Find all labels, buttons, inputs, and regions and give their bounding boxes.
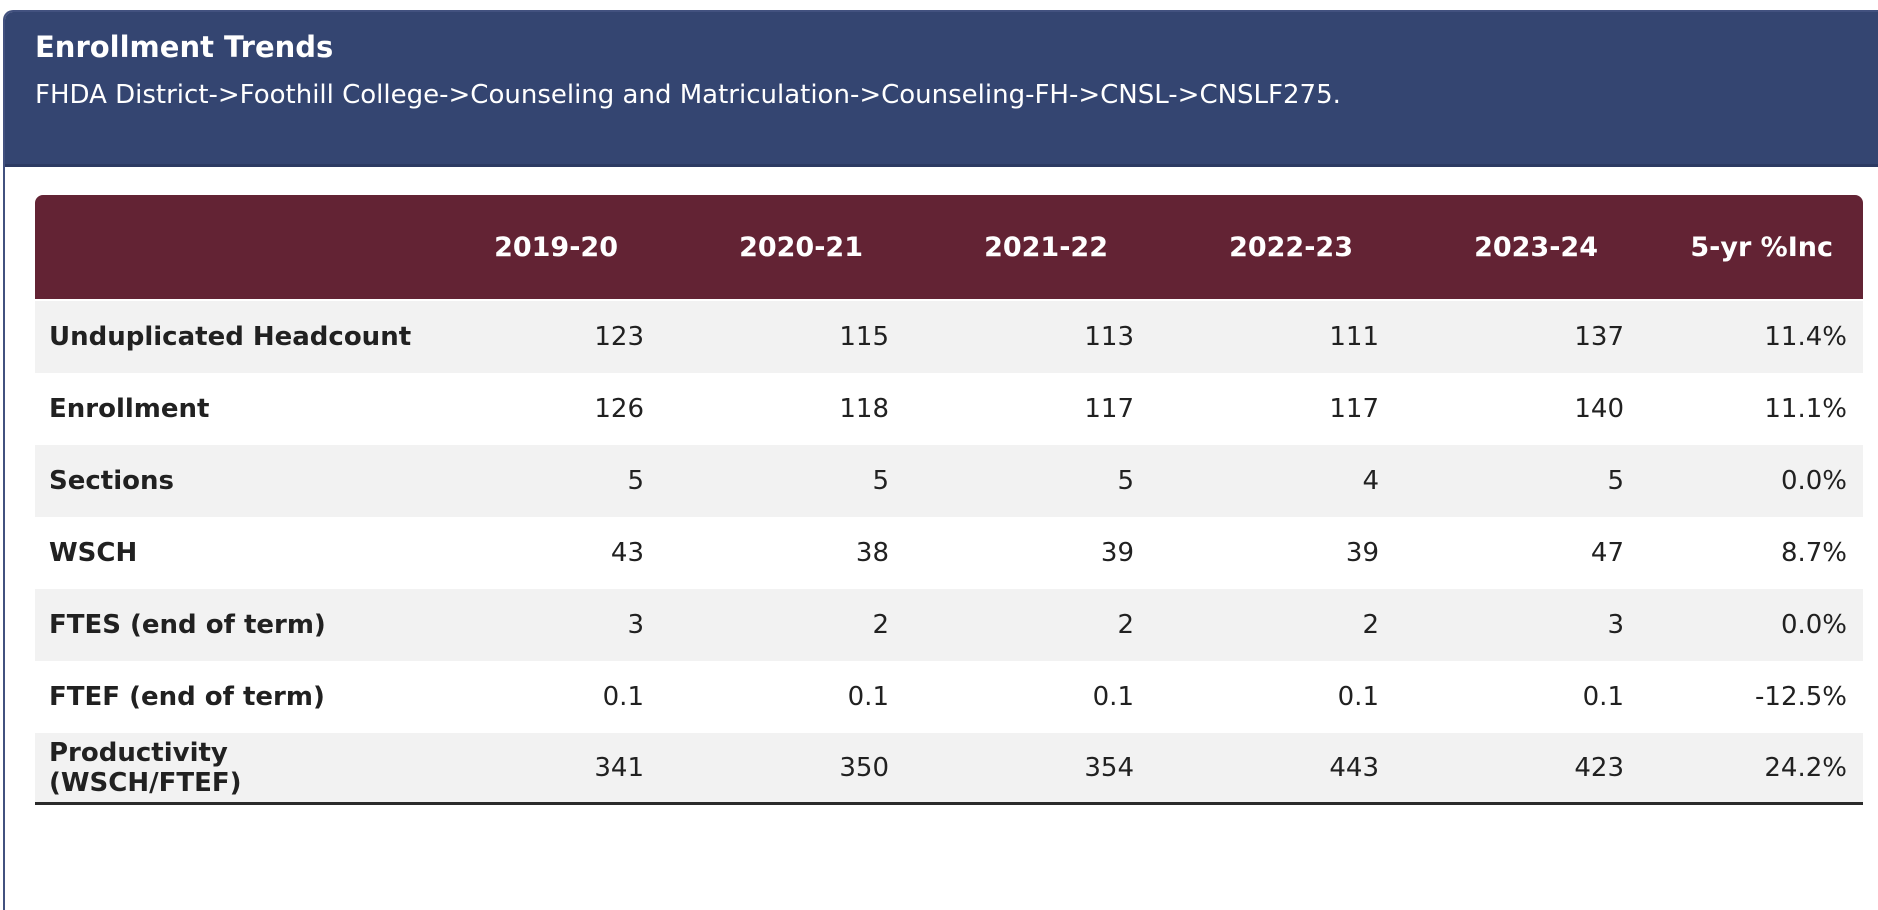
row-label: Enrollment xyxy=(35,373,415,445)
cell-value: 39 xyxy=(905,517,1150,589)
row-label: Sections xyxy=(35,445,415,517)
enrollment-trends-table: 2019-20 2020-21 2021-22 2022-23 2023-24 … xyxy=(35,195,1863,805)
cell-value: 117 xyxy=(1150,373,1395,445)
cell-value: 0.1 xyxy=(660,661,905,733)
cell-value: 3 xyxy=(1395,589,1640,661)
table-row-sections: Sections 5 5 5 4 5 0.0% xyxy=(35,445,1863,517)
row-label: Productivity (WSCH/FTEF) xyxy=(35,733,415,805)
cell-value: 118 xyxy=(660,373,905,445)
cell-value: 354 xyxy=(905,733,1150,805)
cell-value: 123 xyxy=(415,301,660,373)
table-row-ftes-end-of-term: FTES (end of term) 3 2 2 2 3 0.0% xyxy=(35,589,1863,661)
column-header-metric xyxy=(35,195,415,301)
cell-value: 341 xyxy=(415,733,660,805)
cell-value: 39 xyxy=(1150,517,1395,589)
column-header-2022-23: 2022-23 xyxy=(1150,195,1395,301)
column-header-2020-21: 2020-21 xyxy=(660,195,905,301)
cell-value: 0.1 xyxy=(415,661,660,733)
cell-value: 111 xyxy=(1150,301,1395,373)
cell-value: 423 xyxy=(1395,733,1640,805)
row-label: WSCH xyxy=(35,517,415,589)
cell-value: 117 xyxy=(905,373,1150,445)
cell-value: 38 xyxy=(660,517,905,589)
row-label: FTEF (end of term) xyxy=(35,661,415,733)
cell-value: 0.1 xyxy=(905,661,1150,733)
cell-value: 0.0% xyxy=(1640,589,1863,661)
cell-value: 4 xyxy=(1150,445,1395,517)
cell-value: 2 xyxy=(660,589,905,661)
cell-value: 0.0% xyxy=(1640,445,1863,517)
breadcrumb: FHDA District->Foothill College->Counsel… xyxy=(35,80,1341,111)
cell-value: 126 xyxy=(415,373,660,445)
cell-value: 11.4% xyxy=(1640,301,1863,373)
cell-value: 5 xyxy=(660,445,905,517)
cell-value: 5 xyxy=(1395,445,1640,517)
cell-value: 5 xyxy=(905,445,1150,517)
cell-value: 0.1 xyxy=(1150,661,1395,733)
cell-value: -12.5% xyxy=(1640,661,1863,733)
cell-value: 350 xyxy=(660,733,905,805)
cell-value: 140 xyxy=(1395,373,1640,445)
cell-value: 0.1 xyxy=(1395,661,1640,733)
cell-value: 137 xyxy=(1395,301,1640,373)
cell-value: 8.7% xyxy=(1640,517,1863,589)
cell-value: 24.2% xyxy=(1640,733,1863,805)
table-row-enrollment: Enrollment 126 118 117 117 140 11.1% xyxy=(35,373,1863,445)
cell-value: 2 xyxy=(1150,589,1395,661)
page-title: Enrollment Trends xyxy=(35,30,334,64)
table-row-ftef-end-of-term: FTEF (end of term) 0.1 0.1 0.1 0.1 0.1 -… xyxy=(35,661,1863,733)
cell-value: 3 xyxy=(415,589,660,661)
cell-value: 43 xyxy=(415,517,660,589)
row-label: FTES (end of term) xyxy=(35,589,415,661)
cell-value: 47 xyxy=(1395,517,1640,589)
cell-value: 2 xyxy=(905,589,1150,661)
column-header-5yr-pct-inc: 5-yr %Inc xyxy=(1640,195,1863,301)
cell-value: 5 xyxy=(415,445,660,517)
table-row-unduplicated-headcount: Unduplicated Headcount 123 115 113 111 1… xyxy=(35,301,1863,373)
cell-value: 11.1% xyxy=(1640,373,1863,445)
cell-value: 113 xyxy=(905,301,1150,373)
table-row-wsch: WSCH 43 38 39 39 47 8.7% xyxy=(35,517,1863,589)
column-header-2021-22: 2021-22 xyxy=(905,195,1150,301)
cell-value: 115 xyxy=(660,301,905,373)
card-header-banner: Enrollment Trends FHDA District->Foothil… xyxy=(5,12,1878,167)
card-body: 2019-20 2020-21 2021-22 2022-23 2023-24 … xyxy=(5,167,1878,805)
column-header-2019-20: 2019-20 xyxy=(415,195,660,301)
table-row-productivity: Productivity (WSCH/FTEF) 341 350 354 443… xyxy=(35,733,1863,805)
enrollment-trends-card: Enrollment Trends FHDA District->Foothil… xyxy=(3,10,1878,910)
row-label: Unduplicated Headcount xyxy=(35,301,415,373)
table-header-row: 2019-20 2020-21 2021-22 2022-23 2023-24 … xyxy=(35,195,1863,301)
cell-value: 443 xyxy=(1150,733,1395,805)
column-header-2023-24: 2023-24 xyxy=(1395,195,1640,301)
